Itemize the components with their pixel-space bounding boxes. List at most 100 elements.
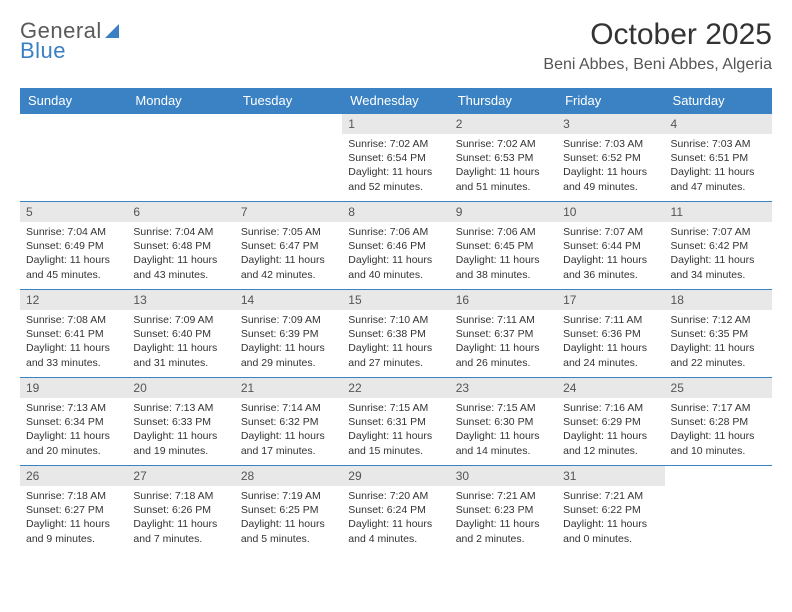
sunrise-text: Sunrise: 7:18 AM (133, 489, 228, 503)
calendar-cell: 25Sunrise: 7:17 AMSunset: 6:28 PMDayligh… (665, 378, 772, 466)
calendar-cell: 28Sunrise: 7:19 AMSunset: 6:25 PMDayligh… (235, 466, 342, 554)
calendar-cell: 10Sunrise: 7:07 AMSunset: 6:44 PMDayligh… (557, 202, 664, 290)
calendar-cell: 23Sunrise: 7:15 AMSunset: 6:30 PMDayligh… (450, 378, 557, 466)
day-number: 13 (127, 290, 234, 310)
daylight-text: Daylight: 11 hours and 34 minutes. (671, 253, 766, 281)
day-number: 27 (127, 466, 234, 486)
day-info: Sunrise: 7:06 AMSunset: 6:46 PMDaylight:… (342, 222, 449, 286)
sunrise-text: Sunrise: 7:16 AM (563, 401, 658, 415)
sunrise-text: Sunrise: 7:13 AM (133, 401, 228, 415)
calendar-cell (20, 114, 127, 202)
sunset-text: Sunset: 6:51 PM (671, 151, 766, 165)
daylight-text: Daylight: 11 hours and 20 minutes. (26, 429, 121, 457)
day-info: Sunrise: 7:07 AMSunset: 6:44 PMDaylight:… (557, 222, 664, 286)
day-info: Sunrise: 7:04 AMSunset: 6:48 PMDaylight:… (127, 222, 234, 286)
daylight-text: Daylight: 11 hours and 15 minutes. (348, 429, 443, 457)
sunrise-text: Sunrise: 7:14 AM (241, 401, 336, 415)
sunset-text: Sunset: 6:34 PM (26, 415, 121, 429)
calendar-week: 26Sunrise: 7:18 AMSunset: 6:27 PMDayligh… (20, 466, 772, 554)
sunrise-text: Sunrise: 7:21 AM (563, 489, 658, 503)
title-block: October 2025 Beni Abbes, Beni Abbes, Alg… (543, 18, 772, 74)
sunset-text: Sunset: 6:45 PM (456, 239, 551, 253)
day-number: 5 (20, 202, 127, 222)
sunrise-text: Sunrise: 7:19 AM (241, 489, 336, 503)
sunrise-text: Sunrise: 7:10 AM (348, 313, 443, 327)
day-info: Sunrise: 7:18 AMSunset: 6:27 PMDaylight:… (20, 486, 127, 550)
location-text: Beni Abbes, Beni Abbes, Algeria (543, 56, 772, 74)
daylight-text: Daylight: 11 hours and 5 minutes. (241, 517, 336, 545)
calendar-cell: 14Sunrise: 7:09 AMSunset: 6:39 PMDayligh… (235, 290, 342, 378)
daylight-text: Daylight: 11 hours and 17 minutes. (241, 429, 336, 457)
sunrise-text: Sunrise: 7:17 AM (671, 401, 766, 415)
sunrise-text: Sunrise: 7:06 AM (348, 225, 443, 239)
sunset-text: Sunset: 6:48 PM (133, 239, 228, 253)
day-number: 9 (450, 202, 557, 222)
day-number: 21 (235, 378, 342, 398)
sunset-text: Sunset: 6:38 PM (348, 327, 443, 341)
logo-sail-icon (105, 25, 125, 42)
sunset-text: Sunset: 6:53 PM (456, 151, 551, 165)
day-number: 31 (557, 466, 664, 486)
day-info: Sunrise: 7:19 AMSunset: 6:25 PMDaylight:… (235, 486, 342, 550)
sunset-text: Sunset: 6:39 PM (241, 327, 336, 341)
day-number: 19 (20, 378, 127, 398)
sunrise-text: Sunrise: 7:05 AM (241, 225, 336, 239)
day-number: 25 (665, 378, 772, 398)
calendar-cell: 2Sunrise: 7:02 AMSunset: 6:53 PMDaylight… (450, 114, 557, 202)
calendar-cell: 7Sunrise: 7:05 AMSunset: 6:47 PMDaylight… (235, 202, 342, 290)
day-number: 15 (342, 290, 449, 310)
sunrise-text: Sunrise: 7:20 AM (348, 489, 443, 503)
daylight-text: Daylight: 11 hours and 31 minutes. (133, 341, 228, 369)
day-number: 16 (450, 290, 557, 310)
calendar-cell: 1Sunrise: 7:02 AMSunset: 6:54 PMDaylight… (342, 114, 449, 202)
calendar-week: 5Sunrise: 7:04 AMSunset: 6:49 PMDaylight… (20, 202, 772, 290)
sunrise-text: Sunrise: 7:11 AM (456, 313, 551, 327)
sunset-text: Sunset: 6:52 PM (563, 151, 658, 165)
day-info: Sunrise: 7:11 AMSunset: 6:36 PMDaylight:… (557, 310, 664, 374)
sunrise-text: Sunrise: 7:12 AM (671, 313, 766, 327)
calendar-cell (127, 114, 234, 202)
calendar-cell: 15Sunrise: 7:10 AMSunset: 6:38 PMDayligh… (342, 290, 449, 378)
sunset-text: Sunset: 6:23 PM (456, 503, 551, 517)
day-number: 4 (665, 114, 772, 134)
day-info: Sunrise: 7:15 AMSunset: 6:31 PMDaylight:… (342, 398, 449, 462)
daylight-text: Daylight: 11 hours and 2 minutes. (456, 517, 551, 545)
daylight-text: Daylight: 11 hours and 52 minutes. (348, 165, 443, 193)
header: General Blue October 2025 Beni Abbes, Be… (20, 18, 772, 74)
sunset-text: Sunset: 6:25 PM (241, 503, 336, 517)
sunrise-text: Sunrise: 7:07 AM (671, 225, 766, 239)
day-info: Sunrise: 7:13 AMSunset: 6:33 PMDaylight:… (127, 398, 234, 462)
calendar-cell: 11Sunrise: 7:07 AMSunset: 6:42 PMDayligh… (665, 202, 772, 290)
calendar-cell: 31Sunrise: 7:21 AMSunset: 6:22 PMDayligh… (557, 466, 664, 554)
day-info: Sunrise: 7:18 AMSunset: 6:26 PMDaylight:… (127, 486, 234, 550)
sunset-text: Sunset: 6:46 PM (348, 239, 443, 253)
daylight-text: Daylight: 11 hours and 7 minutes. (133, 517, 228, 545)
day-number: 18 (665, 290, 772, 310)
daylight-text: Daylight: 11 hours and 22 minutes. (671, 341, 766, 369)
daylight-text: Daylight: 11 hours and 12 minutes. (563, 429, 658, 457)
day-number: 17 (557, 290, 664, 310)
day-number: 14 (235, 290, 342, 310)
sunrise-text: Sunrise: 7:04 AM (26, 225, 121, 239)
sunrise-text: Sunrise: 7:04 AM (133, 225, 228, 239)
calendar-body: 1Sunrise: 7:02 AMSunset: 6:54 PMDaylight… (20, 114, 772, 554)
day-info: Sunrise: 7:03 AMSunset: 6:51 PMDaylight:… (665, 134, 772, 198)
sunrise-text: Sunrise: 7:03 AM (563, 137, 658, 151)
calendar-cell: 21Sunrise: 7:14 AMSunset: 6:32 PMDayligh… (235, 378, 342, 466)
calendar-cell: 19 Sunrise: 7:13 AMSunset: 6:34 PMDayligh… (20, 378, 127, 466)
month-title: October 2025 (543, 18, 772, 52)
daylight-text: Daylight: 11 hours and 49 minutes. (563, 165, 658, 193)
day-number: 24 (557, 378, 664, 398)
daylight-text: Daylight: 11 hours and 26 minutes. (456, 341, 551, 369)
sunrise-text: Sunrise: 7:21 AM (456, 489, 551, 503)
calendar-cell: 26Sunrise: 7:18 AMSunset: 6:27 PMDayligh… (20, 466, 127, 554)
sunrise-text: Sunrise: 7:13 AM (26, 401, 121, 415)
day-info: Sunrise: 7:09 AMSunset: 6:39 PMDaylight:… (235, 310, 342, 374)
sunrise-text: Sunrise: 7:15 AM (348, 401, 443, 415)
daylight-text: Daylight: 11 hours and 10 minutes. (671, 429, 766, 457)
day-info: Sunrise: 7:15 AMSunset: 6:30 PMDaylight:… (450, 398, 557, 462)
day-info: Sunrise: 7:10 AMSunset: 6:38 PMDaylight:… (342, 310, 449, 374)
sunrise-text: Sunrise: 7:18 AM (26, 489, 121, 503)
sunset-text: Sunset: 6:30 PM (456, 415, 551, 429)
calendar-cell: 20Sunrise: 7:13 AMSunset: 6:33 PMDayligh… (127, 378, 234, 466)
